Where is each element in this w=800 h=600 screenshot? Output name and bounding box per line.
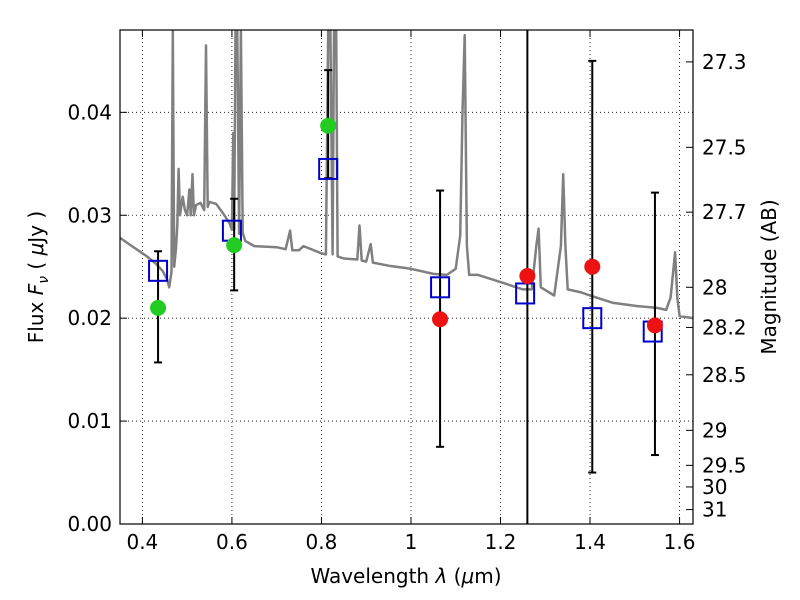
y-tick-label: 0.00 bbox=[67, 512, 112, 536]
x-tick-label: 1 bbox=[405, 530, 418, 554]
marker-layer bbox=[148, 117, 663, 343]
model-photometry-square bbox=[318, 157, 339, 180]
right-tick-label: 27.3 bbox=[702, 50, 747, 74]
plot-background bbox=[120, 30, 693, 524]
x-tick-label: 0.8 bbox=[306, 530, 338, 554]
right-tick-label: 28 bbox=[702, 275, 727, 299]
right-tick-label: 31 bbox=[702, 498, 727, 522]
y-tick-label: 0.04 bbox=[67, 100, 112, 124]
x-tick-label: 0.4 bbox=[126, 530, 158, 554]
right-tick-label: 28.5 bbox=[702, 363, 747, 387]
y-tick-label: 0.03 bbox=[67, 203, 112, 227]
y-tick-label: 0.02 bbox=[67, 306, 112, 330]
right-tick-label: 27.7 bbox=[702, 200, 747, 224]
right-tick-label: 29.5 bbox=[702, 453, 747, 477]
x-axis-label: Wavelength λ (μm) bbox=[310, 564, 501, 588]
data-layer bbox=[120, 30, 693, 320]
observed-point bbox=[320, 117, 337, 134]
y-tick-label: 0.01 bbox=[67, 409, 112, 433]
model-photometry-square bbox=[148, 259, 169, 282]
observed-point bbox=[519, 267, 536, 284]
model-photometry-square bbox=[430, 276, 451, 299]
x-tick-label: 0.6 bbox=[216, 530, 248, 554]
right-tick-label: 27.5 bbox=[702, 135, 747, 159]
observed-point bbox=[150, 299, 167, 316]
observed-point bbox=[646, 317, 663, 334]
x-tick-label: 1.4 bbox=[574, 530, 606, 554]
x-tick-label: 1.2 bbox=[485, 530, 517, 554]
model-photometry-square bbox=[582, 307, 603, 330]
axis-layer: 0.4 0.6 0.8 1 1.2 1.4 1.6 0.00 0.01 0.02 0.03 0.04 2… bbox=[67, 30, 747, 554]
right-tick-label: 30 bbox=[702, 475, 727, 499]
right-axis-label: Magnitude (AB) bbox=[757, 199, 781, 354]
x-tick-label: 1.6 bbox=[664, 530, 696, 554]
right-tick-label: 29 bbox=[702, 418, 727, 442]
plot-frame bbox=[119, 29, 694, 525]
y-axis-label: Flux Fν ( μJy ) bbox=[24, 211, 52, 343]
spectrum-line bbox=[120, 30, 693, 320]
observed-point bbox=[584, 258, 601, 275]
observed-point bbox=[432, 311, 449, 328]
right-tick-label: 28.2 bbox=[702, 315, 747, 339]
observed-point bbox=[226, 237, 243, 254]
